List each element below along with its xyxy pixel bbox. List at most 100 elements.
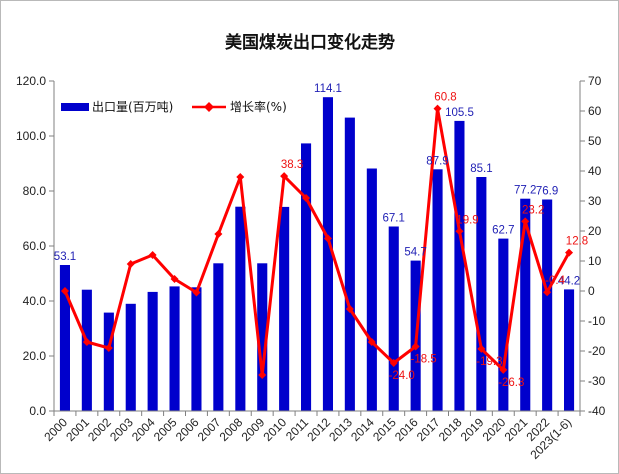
bar-value-label: 54.7	[404, 247, 426, 259]
chart-title: 美国煤炭出口变化走势	[225, 32, 395, 53]
x-tick-label: 2006	[173, 415, 202, 444]
bar-2004	[147, 291, 158, 411]
rate-point-2010	[280, 172, 289, 181]
bar-value-label: 44.2	[558, 275, 580, 287]
rate-value-label: 38.3	[281, 159, 303, 171]
bar-2000	[59, 265, 70, 411]
y-right-tick-label: -10	[588, 314, 606, 328]
y-right-tick-label: -40	[588, 404, 606, 418]
rate-point-2011	[302, 194, 311, 202]
rate-point-2006	[192, 288, 201, 297]
bar-value-label: 62.7	[492, 225, 514, 237]
rate-point-2019	[477, 344, 486, 353]
bar-value-label: 87.9	[426, 155, 448, 167]
bar-2019	[476, 177, 487, 411]
bar-value-label: 77.2	[514, 185, 536, 197]
rate-point-2018	[455, 227, 464, 236]
bar-value-label: 53.1	[54, 251, 76, 263]
rate-line-series	[60, 104, 574, 379]
x-tick-label: 2020	[480, 415, 509, 444]
bar-value-label: 85.1	[470, 163, 492, 175]
y-right-tick-label: 60	[588, 104, 602, 118]
rate-value-label: -18.5	[410, 354, 436, 366]
rate-point-2005	[170, 275, 179, 283]
x-tick-label: 2011	[283, 415, 311, 443]
bar-2008	[235, 206, 246, 411]
y-left-tick-label: 120.0	[16, 74, 46, 88]
x-tick-label: 2018	[436, 415, 465, 444]
bar-2009	[257, 263, 268, 411]
bar-2020	[498, 238, 509, 411]
bar-2012	[322, 97, 333, 411]
bar-2001	[81, 289, 92, 411]
legend-bar-label: 出口量(百万吨)	[92, 100, 173, 114]
x-tick-label: 2021	[502, 415, 531, 444]
rate-value-label: 23.2	[522, 204, 544, 216]
x-tick-label: 2002	[85, 415, 114, 444]
y-right-tick-label: 30	[588, 194, 602, 208]
rate-point-2016	[411, 342, 420, 351]
x-tick-label: 2005	[151, 415, 180, 444]
bar-2002	[103, 312, 114, 411]
bar-2022	[542, 199, 553, 411]
y-right-tick-label: -30	[588, 374, 606, 388]
legend-bar-swatch	[61, 103, 89, 111]
y-left-tick-label: 40.0	[23, 294, 47, 308]
x-tick-label: 2007	[195, 415, 224, 444]
x-tick-label: 2016	[392, 415, 421, 444]
rate-point-2014	[367, 338, 376, 346]
rate-point-2021	[521, 217, 530, 226]
rate-line	[63, 107, 571, 377]
bar-2017	[432, 169, 443, 411]
x-tick-label: 2014	[348, 415, 377, 444]
rate-point-2013	[345, 305, 354, 313]
x-tick-label: 2003	[107, 415, 136, 444]
rate-value-label: 60.8	[434, 92, 456, 104]
x-tick-label: 2000	[41, 415, 70, 444]
legend-line-marker	[204, 102, 214, 112]
x-tick-label: 2004	[129, 415, 158, 444]
bar-2011	[301, 143, 312, 411]
y-left-tick-label: 60.0	[23, 239, 47, 253]
rate-point-2022	[543, 288, 552, 297]
rate-point-2001	[82, 338, 91, 346]
rate-point-2009	[258, 371, 267, 379]
y-left-tick-label: 80.0	[23, 184, 47, 198]
x-tick-label: 2013	[326, 415, 355, 444]
bar-value-label: 114.1	[314, 83, 342, 95]
x-tick-label: 2009	[239, 415, 268, 444]
y-right-tick-label: 40	[588, 164, 602, 178]
bar-value-label: 105.5	[445, 107, 474, 119]
rate-point-2003	[126, 260, 135, 268]
x-tick-label: 2012	[304, 415, 333, 444]
y-right-tick-label: 10	[588, 254, 602, 268]
rate-point-2012	[323, 234, 332, 243]
x-tick-label: 2017	[414, 415, 443, 444]
legend: 出口量(百万吨) 增长率(%)	[61, 99, 287, 114]
rate-point-2007	[214, 230, 223, 238]
rate-point-2008	[236, 173, 245, 181]
rate-value-label: 12.8	[566, 236, 588, 248]
y-right-tick-label: 20	[588, 224, 602, 238]
rate-value-label: -0.4	[545, 275, 565, 287]
bar-2021	[520, 198, 531, 411]
bar-2018	[454, 120, 465, 412]
bar-2013	[344, 117, 355, 411]
rate-point-2002	[104, 344, 113, 352]
bar-2006	[191, 287, 202, 412]
y-left-tick-label: 0.0	[29, 404, 46, 418]
y-left-tick-label: 20.0	[23, 349, 47, 363]
rate-point-2015	[389, 359, 398, 367]
y-left-tick-label: 100.0	[16, 129, 46, 143]
y-right-tick-label: 0	[588, 284, 595, 298]
x-tick-label: 2015	[370, 415, 399, 444]
y-right-tick-label: -20	[588, 344, 606, 358]
bar-2014	[366, 168, 377, 411]
bar-2005	[169, 286, 180, 411]
data-labels: 53.1 114.1 67.1 54.7 87.9 105.5 85.1 62.7 77.2 76…	[54, 83, 588, 389]
y-right-tick-label: 50	[588, 134, 602, 148]
bar-value-label: 76.9	[536, 186, 558, 198]
legend-line-label: 增长率(%)	[230, 99, 287, 114]
y-right-tick-label: 70	[588, 74, 602, 88]
